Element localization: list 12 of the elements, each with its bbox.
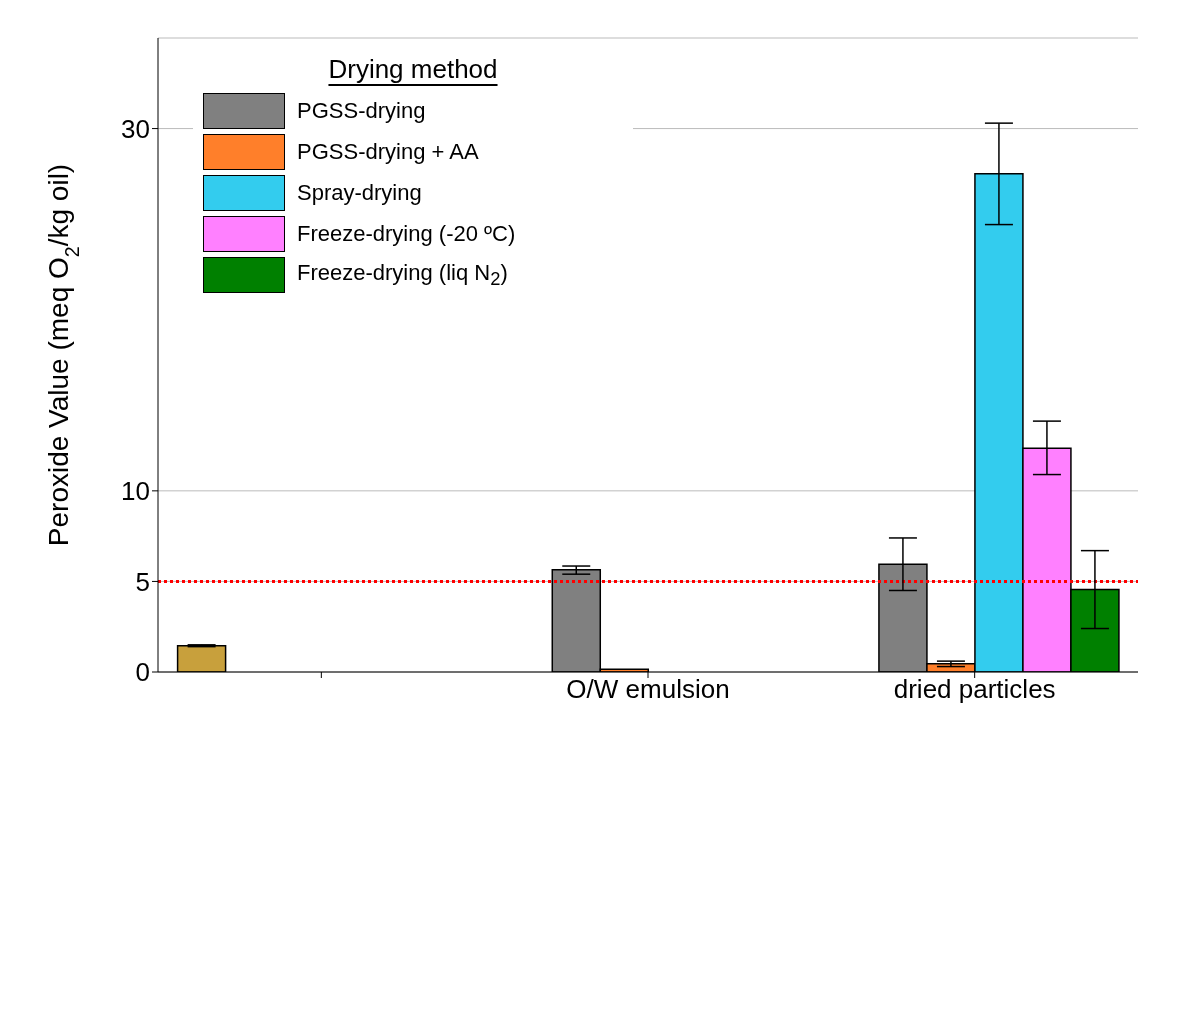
legend-label: Freeze-drying (-20 ºC) xyxy=(297,221,516,247)
y-tick-label: 0 xyxy=(135,657,150,688)
legend-label: Spray-drying xyxy=(297,180,422,206)
legend-title: Drying method xyxy=(327,54,499,85)
x-tick-label: O/W emulsion xyxy=(566,674,730,705)
x-tick-label: dried particles xyxy=(893,674,1056,705)
legend-label: PGSS-drying xyxy=(297,98,426,124)
y-tick-label: 10 xyxy=(121,476,150,507)
legend-label: Freeze-drying (liq N$_{2}$) xyxy=(297,259,508,291)
y-tick-label: 5 xyxy=(135,566,150,597)
y-tick-label: 30 xyxy=(121,113,150,144)
legend-label: PGSS-drying + AA xyxy=(297,139,479,165)
